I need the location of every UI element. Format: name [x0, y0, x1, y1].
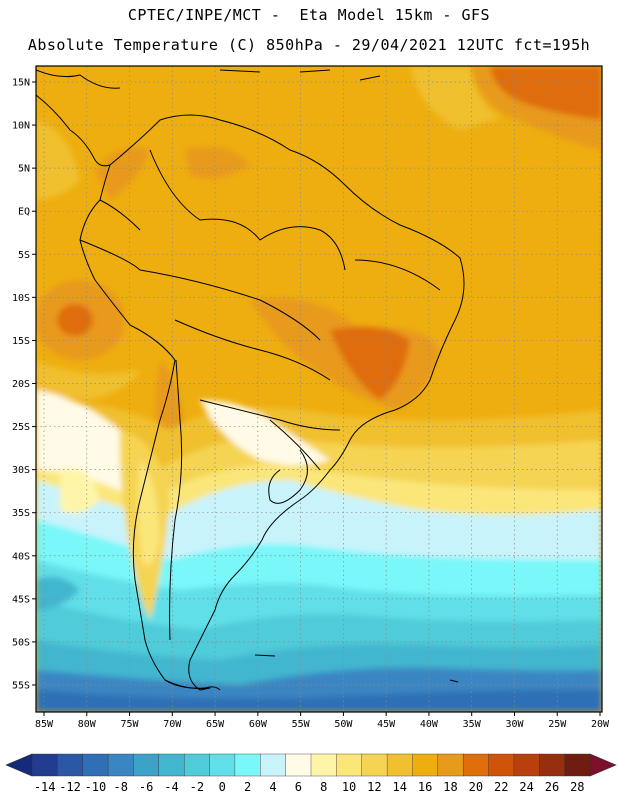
- colorbar-segment: [209, 753, 236, 777]
- colorbar-segment: [285, 753, 312, 777]
- colorbar-label: 8: [320, 780, 327, 794]
- map-title-line-1: CPTEC/INPE/MCT - Eta Model 15km - GFS: [127, 6, 491, 24]
- colorbar-label: 26: [545, 780, 559, 794]
- colorbar-label: 0: [219, 780, 226, 794]
- lat-label: 5N: [18, 164, 30, 175]
- colorbar-segment: [234, 753, 261, 777]
- colorbar-underflow-arrow: [5, 753, 33, 777]
- colorbar-segment: [107, 753, 134, 777]
- lon-label: 45W: [377, 719, 396, 730]
- colorbar-segment: [57, 753, 84, 777]
- colorbar-label: 6: [295, 780, 302, 794]
- lon-label: 25W: [548, 719, 567, 730]
- lat-label: 5S: [18, 250, 30, 261]
- colorbar-segment: [437, 753, 464, 777]
- colorbar-label: 12: [367, 780, 381, 794]
- colorbar-segment: [488, 753, 515, 777]
- colorbar-label: -2: [190, 780, 204, 794]
- colorbar-label: 16: [418, 780, 432, 794]
- lat-label: 40S: [12, 551, 30, 562]
- lat-label: 45S: [12, 594, 30, 605]
- colorbar-segment: [260, 753, 287, 777]
- colorbar-label: -10: [85, 780, 107, 794]
- colorbar-label: 18: [443, 780, 457, 794]
- coastline-borders: [36, 69, 465, 691]
- lat-label: 25S: [12, 422, 30, 433]
- lat-label: EQ: [18, 207, 30, 218]
- lon-label: 60W: [249, 719, 268, 730]
- colorbar-segment: [539, 753, 566, 777]
- colorbar-segment: [82, 753, 109, 777]
- colorbar-segment: [336, 753, 363, 777]
- lat-label: 55S: [12, 680, 30, 691]
- lat-label: 15N: [12, 78, 30, 89]
- colorbar-label: 2: [244, 780, 251, 794]
- colorbar-segment: [386, 753, 413, 777]
- colorbar-label: -14: [34, 780, 56, 794]
- colorbar-label: -4: [164, 780, 178, 794]
- colorbar-label: 14: [393, 780, 407, 794]
- lat-label: 10N: [12, 121, 30, 132]
- colorbar-segment: [513, 753, 540, 777]
- lat-label: 30S: [12, 465, 30, 476]
- colorbar-segment: [412, 753, 439, 777]
- colorbar-overflow-arrow: [589, 753, 617, 777]
- temperature-field: [36, 66, 602, 712]
- lon-label: 50W: [334, 719, 353, 730]
- lat-label: 10S: [12, 293, 30, 304]
- lon-label: 75W: [121, 719, 140, 730]
- lat-label: 35S: [12, 508, 30, 519]
- colorbar-label: 24: [519, 780, 533, 794]
- lon-label: 80W: [78, 719, 97, 730]
- colorbar-label: -6: [139, 780, 153, 794]
- colorbar-segment: [361, 753, 388, 777]
- colorbar-segment: [133, 753, 160, 777]
- lon-label: 30W: [505, 719, 524, 730]
- colorbar-label: 22: [494, 780, 508, 794]
- colorbar-label: -8: [114, 780, 128, 794]
- latitude-axis-labels: 15N 10N 5N EQ 5S 10S 15S 20S 25S 30S 35S 40S 45S 50S 5…: [12, 78, 36, 691]
- lon-label: 70W: [163, 719, 182, 730]
- map-frame: [35, 65, 603, 713]
- colorbar-label: 20: [469, 780, 483, 794]
- colorbar-segment: [310, 753, 337, 777]
- colorbar-label: 4: [269, 780, 276, 794]
- colorbar-segment: [183, 753, 211, 777]
- lon-label: 35W: [463, 719, 482, 730]
- colorbar-segment: [462, 753, 490, 777]
- lon-label: 65W: [206, 719, 225, 730]
- lon-label: 20W: [591, 719, 610, 730]
- colorbar-segment: [564, 753, 591, 777]
- colorbar-label: -12: [59, 780, 81, 794]
- temperature-colorbar: -14 -12 -10 -8 -6 -4 -2 0 2 4 6 8 10 12 14 16 18 20 22 24 26…: [5, 753, 617, 794]
- colorbar-label: 10: [342, 780, 356, 794]
- colorbar-segment: [158, 753, 185, 777]
- lon-label: 55W: [292, 719, 311, 730]
- lat-label: 20S: [12, 379, 30, 390]
- lat-label: 15S: [12, 336, 30, 347]
- longitude-axis-labels: 85W 80W 75W 70W 65W 60W 55W 50W 45W 40W 35W 30W 25W 2…: [35, 712, 610, 730]
- colorbar-label: 28: [570, 780, 584, 794]
- lon-label: 40W: [420, 719, 439, 730]
- lat-label: 50S: [12, 637, 30, 648]
- colorbar-segment: [31, 753, 58, 777]
- map-title-line-2: Absolute Temperature (C) 850hPa - 29/04/…: [27, 36, 591, 54]
- lon-label: 85W: [35, 719, 54, 730]
